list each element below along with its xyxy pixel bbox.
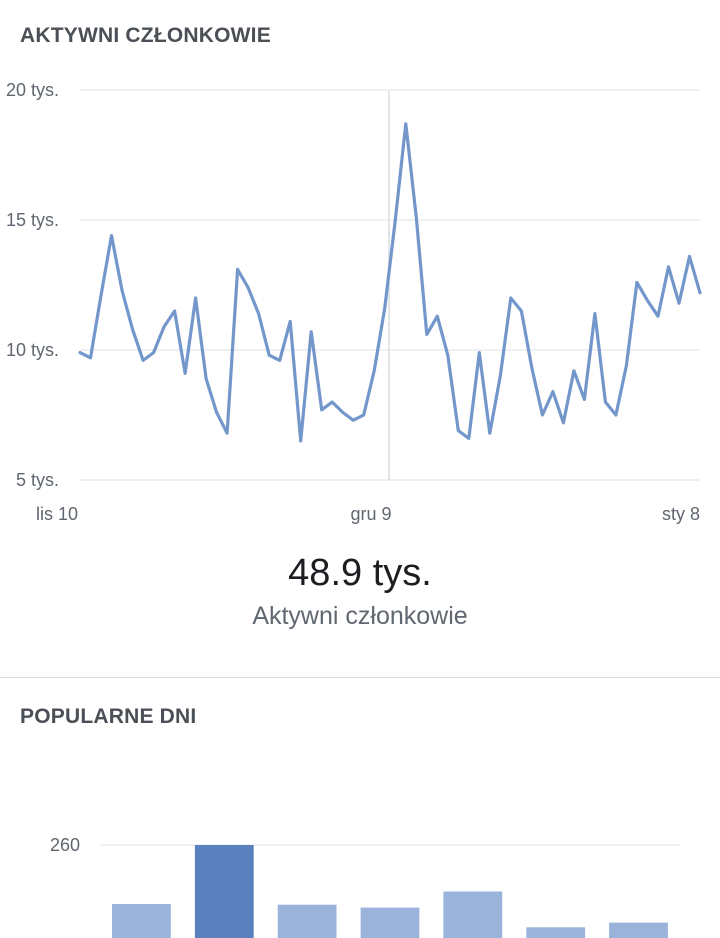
section-divider (0, 677, 720, 678)
bar[interactable] (277, 904, 337, 938)
x-tick-label: lis 10 (36, 504, 78, 524)
active-members-count-label: Aktywni członkowie (252, 602, 468, 630)
popular-days-title: POPULARNE DNI (20, 705, 197, 728)
y-tick-label: 5 tys. (16, 470, 59, 490)
y-tick-label: 10 tys. (6, 340, 59, 360)
bar[interactable] (609, 922, 668, 938)
x-tick-label: sty 8 (662, 504, 700, 524)
active-members-series-line (78, 122, 702, 443)
active-members-line-chart: 5 tys. 10 tys. 15 tys. 20 tys. lis 10 gru 9 s… (6, 80, 702, 524)
bar-highlighted[interactable] (194, 845, 254, 938)
bar[interactable] (112, 904, 171, 938)
x-tick-label: gru 9 (350, 504, 391, 524)
y-tick-label: 15 tys. (6, 210, 59, 230)
active-members-title: AKTYWNI CZŁONKOWIE (20, 24, 271, 47)
bar[interactable] (526, 927, 586, 938)
bar[interactable] (360, 907, 420, 938)
active-members-count: 48.9 tys. (288, 552, 432, 594)
bar[interactable] (443, 891, 503, 938)
y-tick-label: 260 (50, 835, 80, 855)
y-tick-label: 20 tys. (6, 80, 59, 100)
